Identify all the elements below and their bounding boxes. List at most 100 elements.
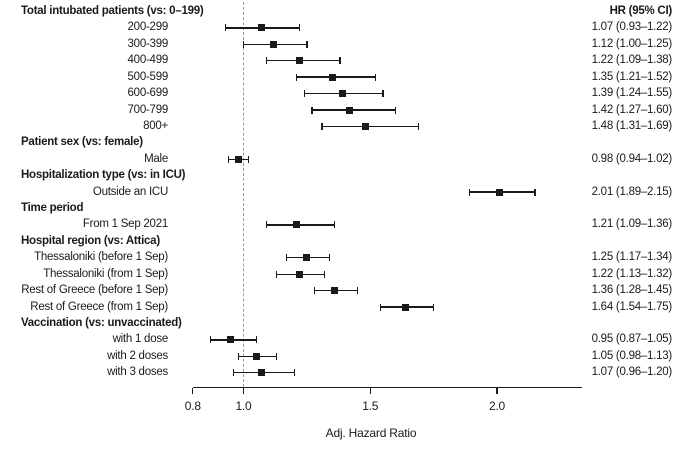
ci-cap-left — [265, 57, 267, 65]
x-axis-tick — [192, 388, 194, 394]
x-axis-line — [192, 387, 582, 389]
x-axis-title: Adj. Hazard Ratio — [325, 426, 417, 440]
group-header-label: Time period — [21, 202, 84, 215]
hr-point-marker — [293, 221, 301, 229]
hr-value: 1.21 (1.09–1.36) — [591, 218, 673, 231]
ci-cap-right — [255, 336, 257, 344]
row-label: From 1 Sep 2021 — [82, 218, 168, 231]
group-header-label: Hospital region (vs: Attica) — [21, 234, 160, 247]
hr-value: 2.01 (1.89–2.15) — [591, 185, 673, 198]
row-label: Male — [144, 152, 168, 165]
hr-value: 1.05 (0.98–1.13) — [591, 349, 673, 362]
ci-cap-left — [237, 352, 240, 360]
ci-cap-right — [339, 57, 341, 65]
row-label: Thessaloniki (from 1 Sep) — [43, 267, 168, 280]
group-header-label: Patient sex (vs: female) — [21, 136, 143, 149]
hr-point-marker — [346, 106, 354, 114]
hr-value: 1.48 (1.31–1.69) — [591, 119, 673, 132]
ci-cap-left — [321, 122, 323, 130]
ci-cap-right — [298, 24, 300, 32]
ci-cap-left — [265, 221, 267, 229]
x-axis-tick — [369, 388, 371, 394]
ci-line — [266, 224, 335, 226]
hr-point-marker — [331, 287, 339, 295]
ci-cap-right — [275, 352, 278, 360]
row-label: 800+ — [143, 119, 168, 132]
ci-cap-left — [296, 73, 298, 81]
ci-cap-right — [395, 106, 397, 114]
ci-cap-right — [382, 90, 384, 98]
row-label: 700-799 — [127, 103, 169, 116]
hr-point-marker — [328, 73, 336, 81]
ci-cap-right — [329, 254, 331, 262]
ci-line — [266, 60, 340, 62]
hr-value: 1.64 (1.54–1.75) — [591, 300, 673, 313]
group-header-label: Total intubated patients (vs: 0–199) — [21, 5, 204, 17]
x-axis-tick-label: 0.8 — [184, 399, 201, 413]
row-label: with 1 dose — [112, 333, 169, 346]
ci-cap-left — [303, 90, 306, 98]
row-label: 500-599 — [127, 70, 169, 83]
row-label: 200-299 — [127, 21, 169, 34]
hr-point-marker — [227, 336, 235, 344]
hr-value: 0.98 (0.94–1.02) — [591, 152, 673, 165]
ci-cap-left — [468, 188, 470, 196]
ci-cap-left — [225, 24, 227, 32]
ci-line — [296, 76, 376, 78]
hr-point-marker — [496, 188, 504, 196]
ci-cap-left — [379, 303, 382, 311]
hr-point-marker — [303, 254, 311, 262]
hr-value: 0.95 (0.87–1.05) — [591, 333, 673, 346]
hr-value: 1.22 (1.09–1.38) — [591, 54, 673, 67]
row-label: with 3 doses — [107, 366, 168, 379]
hr-value: 1.22 (1.13–1.32) — [591, 267, 673, 280]
row-label: Rest of Greece (before 1 Sep) — [21, 284, 168, 297]
x-axis-tick-label: 1.5 — [362, 399, 379, 413]
row-label: Thessaloniki (before 1 Sep) — [34, 251, 168, 264]
group-header-label: Hospitalization type (vs: in ICU) — [21, 169, 186, 182]
ci-line — [322, 125, 419, 128]
group-header-label: Vaccination (vs: unvaccinated) — [21, 316, 182, 329]
hr-point-marker — [252, 352, 260, 360]
ci-cap-left — [232, 369, 235, 377]
row-label: 400-499 — [127, 54, 169, 67]
ci-cap-right — [417, 122, 420, 130]
ci-cap-left — [242, 40, 245, 48]
ci-cap-left — [275, 270, 278, 278]
ci-cap-right — [293, 369, 295, 377]
ci-cap-left — [285, 254, 288, 262]
reference-line — [243, 2, 244, 387]
row-label: Outside an ICU — [92, 185, 168, 198]
ci-cap-right — [334, 221, 336, 229]
ci-cap-left — [311, 106, 313, 114]
x-axis-tick — [496, 388, 498, 394]
ci-cap-right — [356, 287, 359, 295]
row-label: with 2 doses — [107, 349, 168, 362]
ci-cap-right — [433, 303, 435, 311]
ci-cap-left — [313, 287, 316, 295]
hr-point-marker — [295, 57, 303, 65]
ci-cap-right — [324, 270, 326, 278]
ci-cap-right — [247, 155, 250, 163]
hr-value: 1.12 (1.00–1.25) — [591, 37, 673, 50]
hr-point-marker — [257, 369, 265, 377]
hr-value: 1.42 (1.27–1.60) — [591, 103, 673, 116]
hr-point-marker — [295, 270, 303, 278]
row-label: 600-699 — [127, 87, 169, 100]
hr-value: 1.07 (0.93–1.22) — [591, 21, 673, 34]
ci-line — [311, 109, 396, 111]
x-axis-tick-label: 1.0 — [235, 399, 252, 413]
x-axis-tick-label: 2.0 — [488, 399, 506, 413]
hr-value: 1.39 (1.24–1.55) — [591, 87, 673, 100]
hr-point-marker — [257, 24, 265, 32]
hr-point-marker — [338, 90, 346, 98]
hr-column-header: HR (95% CI) — [609, 5, 673, 17]
hr-value: 1.36 (1.28–1.45) — [591, 284, 673, 297]
hr-value: 1.07 (0.96–1.20) — [591, 366, 673, 379]
row-label: 300-399 — [127, 37, 169, 50]
ci-cap-right — [306, 40, 308, 48]
ci-cap-right — [374, 73, 377, 81]
x-axis-tick — [242, 388, 245, 394]
hr-point-marker — [361, 122, 369, 130]
